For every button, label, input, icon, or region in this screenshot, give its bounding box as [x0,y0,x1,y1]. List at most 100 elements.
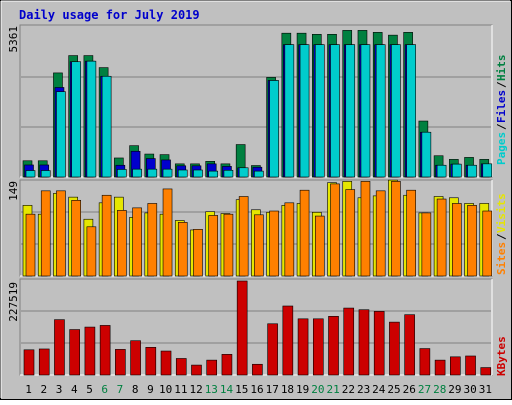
legend-hits-files-pages: Pages/Files/Hits [495,55,508,166]
y-max-label-hits: 5361 [7,26,20,53]
day-pages-bar [375,44,386,178]
day-kbytes-bar [450,356,461,376]
day-sites-bar [101,194,112,277]
day-sites-bar [40,190,51,277]
x-label-day: 2 [41,383,48,396]
x-axis-labels: 1 2 3 4 5 6 7 8 9 10 11 12 13 14 15 16 17 18 19 20 21 22 23 24 2… [25,383,492,396]
day-kbytes-bar [389,321,400,376]
day-sites-bar [223,213,234,277]
day-pages-bar [314,44,325,178]
day-kbytes-bar [282,305,294,376]
day-pages-bar [117,169,127,178]
day-kbytes-bar [404,314,415,376]
day-sites-bar [406,189,416,277]
x-label-day: 24 [372,383,386,396]
x-label-day: 14 [220,383,234,396]
x-label-day: 31 [479,383,492,396]
day-sites-bar [25,213,36,277]
day-kbytes-bar [38,348,50,376]
day-kbytes-bar [130,340,141,376]
day-sites-bar [86,226,97,277]
day-sites-bar [375,190,386,277]
day-kbytes-bar [480,367,492,376]
x-label-day: 29 [448,383,461,396]
x-label-day: 9 [147,383,154,396]
day-kbytes-bar [236,280,248,376]
day-sites-bar [360,181,371,277]
day-kbytes-bar [252,363,263,376]
x-label-day: 6 [101,383,108,396]
x-label-day: 4 [71,383,78,396]
x-label-day: 11 [174,383,187,396]
day-sites-bar [314,215,325,277]
x-label-day: 17 [266,383,279,396]
day-sites-bar [117,210,127,277]
x-label-day: 15 [235,383,248,396]
day-pages-bar [25,170,36,178]
x-label-day: 21 [327,383,340,396]
legend-sites: Sites [495,242,508,275]
day-pages-bar [208,170,219,178]
day-kbytes-bar [358,309,370,376]
x-label-day: 22 [342,383,355,396]
day-pages-bar [330,44,340,178]
legend-files: Files [495,90,508,123]
day-kbytes-bar [160,350,172,376]
day-pages-bar [86,60,97,178]
day-kbytes-bar [419,348,431,376]
day-kbytes-bar [221,354,233,376]
day-sites-bar [482,210,493,277]
day-pages-bar [40,170,51,178]
legend-separator: / [495,81,508,88]
legend-separator: / [495,233,508,240]
day-pages-bar [406,44,416,178]
day-kbytes-bar [297,318,309,376]
day-kbytes-bar [115,349,126,376]
x-label-day: 3 [56,383,63,396]
day-kbytes-bar [145,347,157,376]
day-kbytes-bar [23,349,35,376]
day-kbytes-bar [465,355,476,376]
day-pages-bar [132,168,142,178]
day-kbytes-bar [84,326,96,376]
day-sites-bar [421,212,432,277]
x-label-day: 26 [403,383,416,396]
x-label-day: 19 [296,383,309,396]
y-max-label-kbytes: 227519 [7,282,20,322]
day-kbytes-bar [434,359,446,376]
day-kbytes-bar [175,358,187,376]
chart-title: Daily usage for July 2019 [19,8,200,22]
day-sites-bar [56,190,66,277]
day-sites-bar [254,214,264,277]
legend-kbytes: KBytes [495,336,508,376]
x-label-day: 27 [418,383,431,396]
day-kbytes-bar [206,359,218,376]
x-label-day: 28 [433,383,446,396]
legend-pages: Pages [495,132,508,165]
day-pages-bar [391,44,401,178]
x-label-day: 12 [189,383,202,396]
x-label-day: 10 [159,383,172,396]
day-pages-bar [421,131,432,178]
day-sites-bar [436,198,447,277]
day-sites-bar [452,203,462,277]
day-pages-bar [299,44,310,178]
day-pages-bar [162,168,173,178]
day-sites-bar [162,188,173,277]
x-label-day: 8 [132,383,139,396]
day-pages-bar [467,164,477,178]
day-kbytes-bar [99,325,111,376]
day-kbytes-bar [373,311,385,376]
y-max-label-visits: 149 [7,181,20,201]
day-pages-bar [238,167,249,178]
day-pages-bar [345,44,356,178]
day-pages-bar [452,163,462,178]
day-pages-bar [147,168,158,178]
day-sites-bar [345,189,356,277]
day-pages-bar [56,91,66,178]
day-pages-bar [71,61,81,178]
legend-kbytes: KBytes [495,336,508,376]
day-pages-bar [436,164,447,178]
